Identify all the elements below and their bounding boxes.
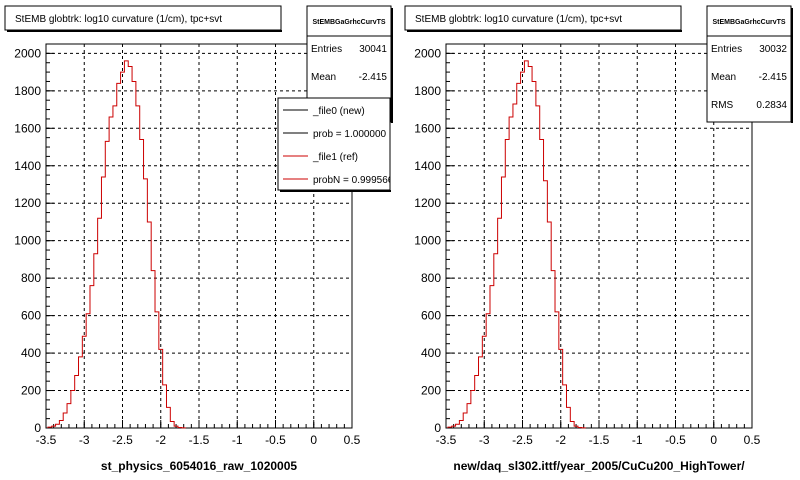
y-tick-label: 800: [21, 271, 41, 285]
y-tick-label: 2000: [414, 46, 441, 60]
stats-value: -2.415: [759, 72, 788, 83]
x-tick-label: 0: [710, 433, 717, 447]
y-tick-label: 400: [21, 346, 41, 360]
grid: [446, 44, 752, 428]
x-tick-label: -2.5: [512, 433, 533, 447]
x-axis-label: new/daq_sl302.ittf/year_2005/CuCu200_Hig…: [453, 459, 745, 473]
legend-entry-label: _file1 (ref): [312, 152, 358, 163]
stats-frame: [706, 5, 792, 123]
y-tick-label: 1400: [14, 159, 41, 173]
stats-value: 30032: [759, 44, 787, 55]
stats-value: -2.415: [359, 72, 388, 83]
x-tick-label: 0.5: [344, 433, 361, 447]
legend-entry-label: _file0 (new): [312, 106, 365, 117]
y-tick-label: 1800: [14, 84, 41, 98]
x-tick-label: 0.5: [744, 433, 761, 447]
y-tick-label: 0: [434, 421, 441, 435]
x-tick-label: 0: [310, 433, 317, 447]
legend: _file0 (new) prob = 1.000000 _file1 (ref) p…: [277, 97, 394, 192]
stats-box: StEMBGaGrhcCurvTS Entries 30032 Mean -2.415 R…: [706, 5, 793, 123]
y-tick-label: 2000: [14, 46, 41, 60]
x-tick-label: -2: [155, 433, 166, 447]
x-tick-label: -1: [632, 433, 643, 447]
y-tick-label: 200: [421, 384, 441, 398]
stats-label: Mean: [311, 72, 336, 83]
stats-name: StEMBGaGrhcCurvTS: [312, 19, 385, 26]
y-tick-label: 1200: [14, 196, 41, 210]
y-tick-label: 1800: [414, 84, 441, 98]
x-tick-label: -1: [232, 433, 243, 447]
chart-title: StEMB globtrk: log10 curvature (1/cm), t…: [415, 14, 622, 25]
stats-label: Entries: [711, 44, 742, 55]
x-tick-label: -0.5: [265, 433, 286, 447]
stats-label: Mean: [711, 72, 736, 83]
stats-label: Entries: [311, 44, 342, 55]
grid: [46, 44, 352, 428]
y-tick-label: 600: [21, 309, 41, 323]
x-tick-label: -2.5: [112, 433, 133, 447]
y-tick-label: 400: [421, 346, 441, 360]
x-tick-label: -3: [79, 433, 90, 447]
stats-value: 30041: [359, 44, 387, 55]
y-tick-label: 1000: [14, 234, 41, 248]
legend-frame: [277, 97, 391, 191]
title-box: [4, 5, 282, 31]
x-tick-label: -2: [555, 433, 566, 447]
x-tick-label: -3: [479, 433, 490, 447]
y-tick-label: 600: [421, 309, 441, 323]
y-tick-label: 200: [21, 384, 41, 398]
x-tick-label: -3.5: [36, 433, 57, 447]
stats-value: 0.2834: [756, 100, 787, 111]
x-axis-label: st_physics_6054016_raw_1020005: [101, 459, 297, 473]
y-tick-label: 1000: [414, 234, 441, 248]
legend-entry-label: probN = 0.999566: [313, 175, 394, 186]
x-tick-label: -3.5: [436, 433, 457, 447]
histogram-panel-1: -3.5 -3 -2.5 -2 -1.5 -1 -0.5 0 0.5 0 200 400 600 800 1…: [4, 5, 394, 473]
chart-title: StEMB globtrk: log10 curvature (1/cm), t…: [15, 14, 222, 25]
y-tick-label: 1400: [414, 159, 441, 173]
x-tick-label: -1.5: [589, 433, 610, 447]
x-tick-label: -0.5: [665, 433, 686, 447]
histogram-panel-2: -3.5 -3 -2.5 -2 -1.5 -1 -0.5 0 0.5 0 200 400 600 800 1…: [404, 5, 793, 473]
y-tick-label: 1200: [414, 196, 441, 210]
legend-entry-label: prob = 1.000000: [313, 129, 387, 140]
histogram-series-1: [47, 60, 187, 429]
histogram-series-1: [447, 60, 587, 429]
stats-label: RMS: [711, 100, 734, 111]
stats-name: StEMBGaGrhcCurvTS: [712, 19, 785, 26]
x-tick-label: -1.5: [189, 433, 210, 447]
y-tick-label: 1600: [14, 121, 41, 135]
y-tick-label: 0: [34, 421, 41, 435]
y-tick-label: 1600: [414, 121, 441, 135]
y-tick-label: 800: [421, 271, 441, 285]
legend-entries: _file0 (new) prob = 1.000000 _file1 (ref) p…: [283, 106, 394, 186]
